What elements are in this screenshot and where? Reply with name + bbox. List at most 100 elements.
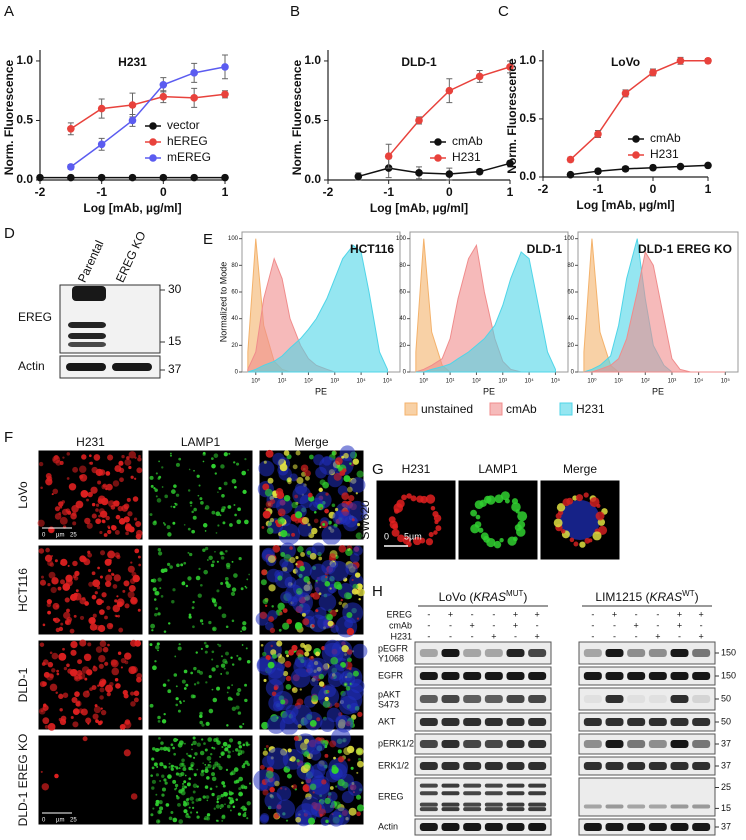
micrograph-texture <box>294 494 298 499</box>
micrograph-texture <box>164 781 168 785</box>
blot-band <box>506 672 525 680</box>
micrograph-texture <box>199 750 205 756</box>
micrograph-texture <box>293 656 314 678</box>
micrograph-texture <box>160 741 164 745</box>
micrograph-texture <box>149 643 153 647</box>
micrograph-texture <box>88 581 94 587</box>
micrograph-texture <box>183 800 186 803</box>
micrograph-texture <box>206 799 209 802</box>
micrograph-texture <box>175 772 179 776</box>
treatment-sign: - <box>449 620 452 630</box>
micrograph-texture <box>295 588 303 595</box>
micrograph-texture <box>227 744 232 749</box>
micrograph-texture <box>52 602 60 610</box>
micrograph-texture <box>289 557 296 564</box>
blot-band <box>528 807 547 812</box>
micrograph-texture <box>155 773 159 777</box>
blot-label: ERK1/2 <box>378 760 409 770</box>
micrograph-texture <box>207 737 213 742</box>
micrograph-texture <box>211 560 215 564</box>
chart-title: DLD-1 <box>401 55 437 69</box>
micrograph-texture <box>158 800 163 805</box>
micrograph-texture <box>101 484 107 490</box>
micrograph-texture <box>228 738 234 743</box>
micrograph-texture <box>270 499 276 505</box>
micrograph-texture <box>127 511 133 517</box>
micrograph-texture <box>346 612 353 619</box>
y-axis-label: Norm. Fluorescence <box>290 59 304 175</box>
blot-band <box>605 804 624 809</box>
micrograph-texture <box>218 486 222 490</box>
micrograph-texture <box>560 529 566 534</box>
micrograph-texture <box>318 593 337 611</box>
micrograph-texture <box>155 495 158 498</box>
blot-band <box>441 802 460 807</box>
micrograph-texture <box>128 584 136 592</box>
micrograph-texture <box>78 465 87 473</box>
micrograph-texture <box>130 793 138 800</box>
micrograph-texture <box>352 643 368 659</box>
micrograph-texture <box>75 589 79 593</box>
data-point <box>221 63 229 71</box>
legend-marker <box>434 138 442 146</box>
treatment-sign: - <box>427 631 430 641</box>
data-point <box>594 167 602 175</box>
treatment-sign: - <box>700 620 703 630</box>
micrograph-texture <box>134 477 137 480</box>
micrograph-texture <box>84 517 91 525</box>
treatment-sign: + <box>470 620 475 630</box>
micrograph-texture <box>208 708 214 714</box>
micrograph-texture <box>90 486 98 494</box>
micrograph-texture <box>226 749 229 752</box>
micrograph-texture <box>46 602 52 608</box>
cell-line-label: LoVo (KRASMUT) <box>439 589 528 605</box>
micrograph-texture <box>67 564 70 567</box>
micrograph-texture <box>95 719 99 723</box>
micrograph-texture <box>307 817 316 825</box>
micrograph-texture <box>231 706 237 711</box>
micrograph-texture <box>235 798 239 801</box>
data-point <box>621 165 630 173</box>
treatment-label: H231 <box>390 631 412 641</box>
micrograph-texture <box>211 688 214 691</box>
micrograph-texture <box>295 450 301 456</box>
micrograph-texture <box>296 759 300 763</box>
micrograph-texture <box>323 684 336 698</box>
blot-label: pAKT <box>378 689 401 699</box>
micrograph-texture <box>132 496 139 502</box>
micrograph-texture <box>269 517 275 523</box>
micrograph-texture <box>220 804 224 808</box>
micrograph-texture <box>216 560 219 563</box>
micrograph-texture <box>107 525 110 529</box>
micrograph-texture <box>237 711 242 715</box>
blot-band <box>528 791 547 796</box>
micrograph-texture <box>228 790 231 793</box>
blot-band <box>441 672 460 680</box>
micrograph-texture <box>312 791 315 794</box>
y-tick-label: 20 <box>399 343 406 349</box>
micrograph-texture <box>95 508 99 512</box>
micrograph-texture <box>192 600 195 604</box>
micrograph-texture <box>188 468 191 471</box>
micrograph-texture <box>264 488 273 497</box>
micrograph-texture <box>341 645 349 653</box>
micrograph-texture <box>231 663 235 666</box>
legend-label: cmAb <box>452 134 483 148</box>
legend-label: H231 <box>452 150 481 164</box>
y-tick-label: 20 <box>231 343 238 349</box>
micrograph-texture <box>318 487 323 493</box>
micrograph-texture <box>244 519 249 525</box>
micrograph-texture <box>598 525 608 535</box>
histogram-area <box>247 244 388 373</box>
micrograph-texture <box>51 554 54 558</box>
micrograph-texture <box>84 601 89 606</box>
micrograph-texture <box>182 783 184 785</box>
micrograph-texture <box>263 460 267 464</box>
micrograph-texture <box>214 472 217 475</box>
micrograph-texture <box>268 521 272 526</box>
data-point <box>621 89 630 98</box>
micrograph-texture <box>356 470 364 478</box>
micrograph-texture <box>258 460 275 477</box>
micrograph-texture <box>322 700 331 708</box>
y-tick-label: 0.0 <box>16 172 33 186</box>
